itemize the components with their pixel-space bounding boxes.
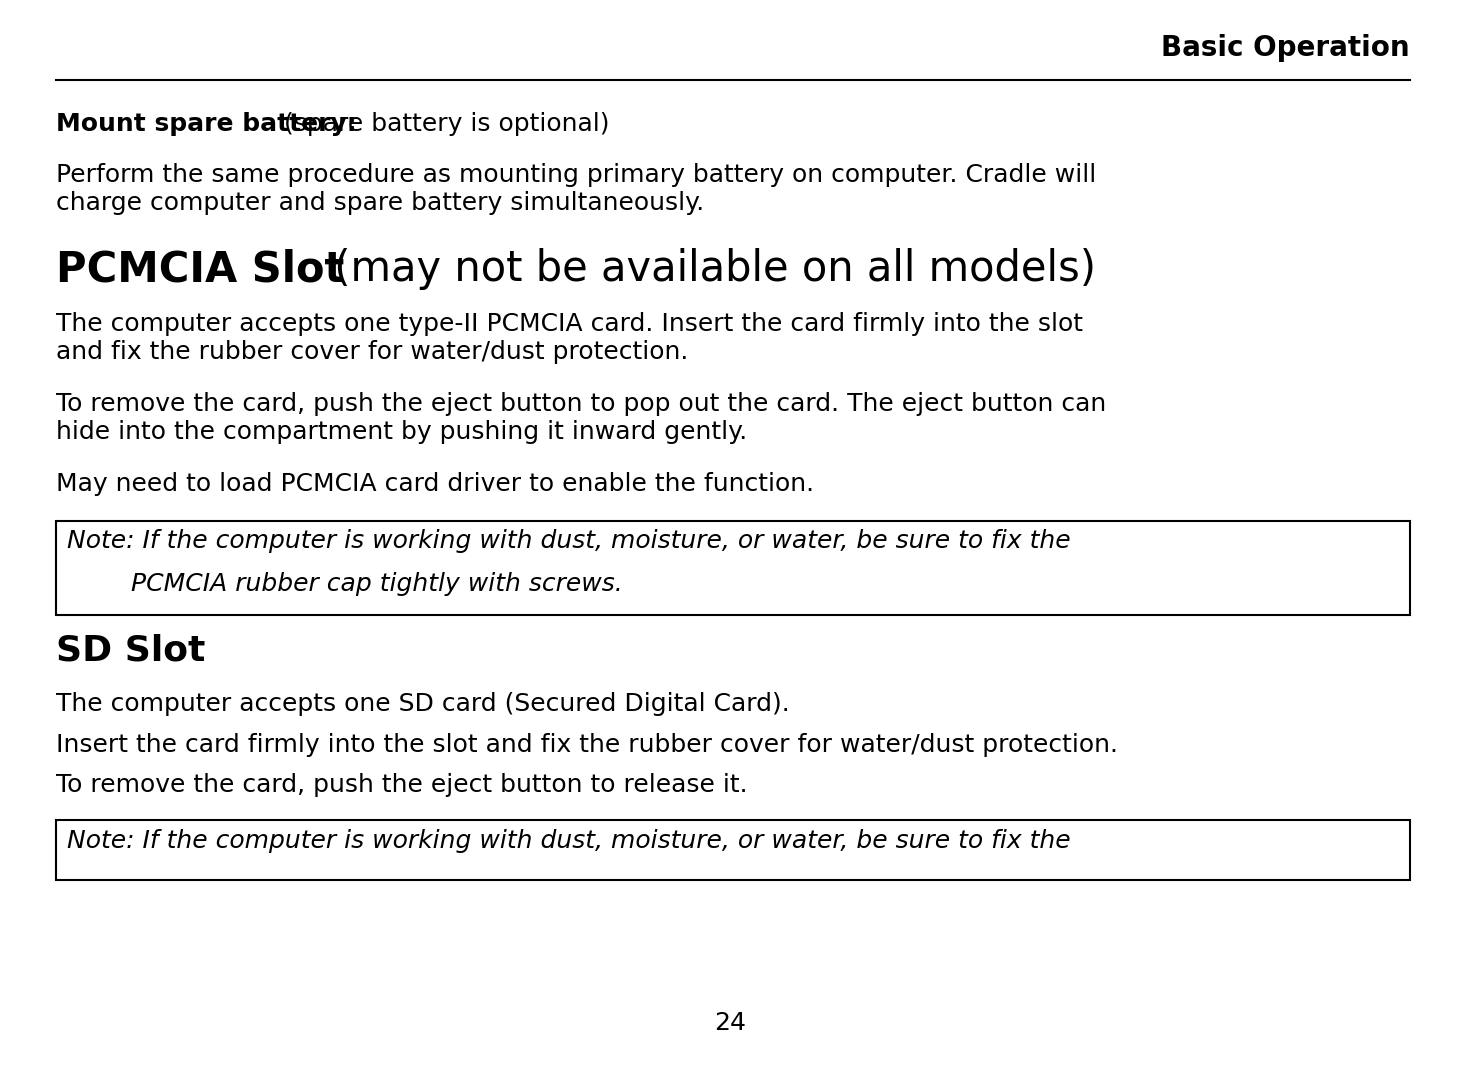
Text: May need to load PCMCIA card driver to enable the function.: May need to load PCMCIA card driver to e… (56, 472, 814, 496)
Text: To remove the card, push the eject button to pop out the card. The eject button : To remove the card, push the eject butto… (56, 392, 1106, 444)
Text: PCMCIA Slot: PCMCIA Slot (56, 248, 343, 290)
Text: The computer accepts one SD card (Secured Digital Card).: The computer accepts one SD card (Secure… (56, 692, 789, 717)
Text: Mount spare battery:: Mount spare battery: (56, 112, 356, 136)
Text: Note: If the computer is working with dust, moisture, or water, be sure to fix t: Note: If the computer is working with du… (67, 829, 1071, 853)
Text: Mount spare battery:: Mount spare battery: (56, 112, 356, 136)
Text: SD Slot: SD Slot (56, 634, 205, 668)
Text: Note: If the computer is working with dust, moisture, or water, be sure to fix t: Note: If the computer is working with du… (67, 529, 1071, 554)
Text: 24: 24 (714, 1011, 747, 1035)
Text: Perform the same procedure as mounting primary battery on computer. Cradle will
: Perform the same procedure as mounting p… (56, 163, 1096, 215)
Bar (56, 820, 1410, 880)
Text: To remove the card, push the eject button to release it.: To remove the card, push the eject butto… (56, 773, 747, 798)
Text: Insert the card firmly into the slot and fix the rubber cover for water/dust pro: Insert the card firmly into the slot and… (56, 733, 1118, 757)
Text: PCMCIA rubber cap tightly with screws.: PCMCIA rubber cap tightly with screws. (67, 572, 622, 596)
Text: (may not be available on all models): (may not be available on all models) (320, 248, 1096, 290)
Text: Basic Operation: Basic Operation (1161, 34, 1410, 62)
Text: The computer accepts one type-II PCMCIA card. Insert the card firmly into the sl: The computer accepts one type-II PCMCIA … (56, 312, 1083, 364)
Text: (spare battery is optional): (spare battery is optional) (276, 112, 609, 136)
Bar (56, 521, 1410, 615)
